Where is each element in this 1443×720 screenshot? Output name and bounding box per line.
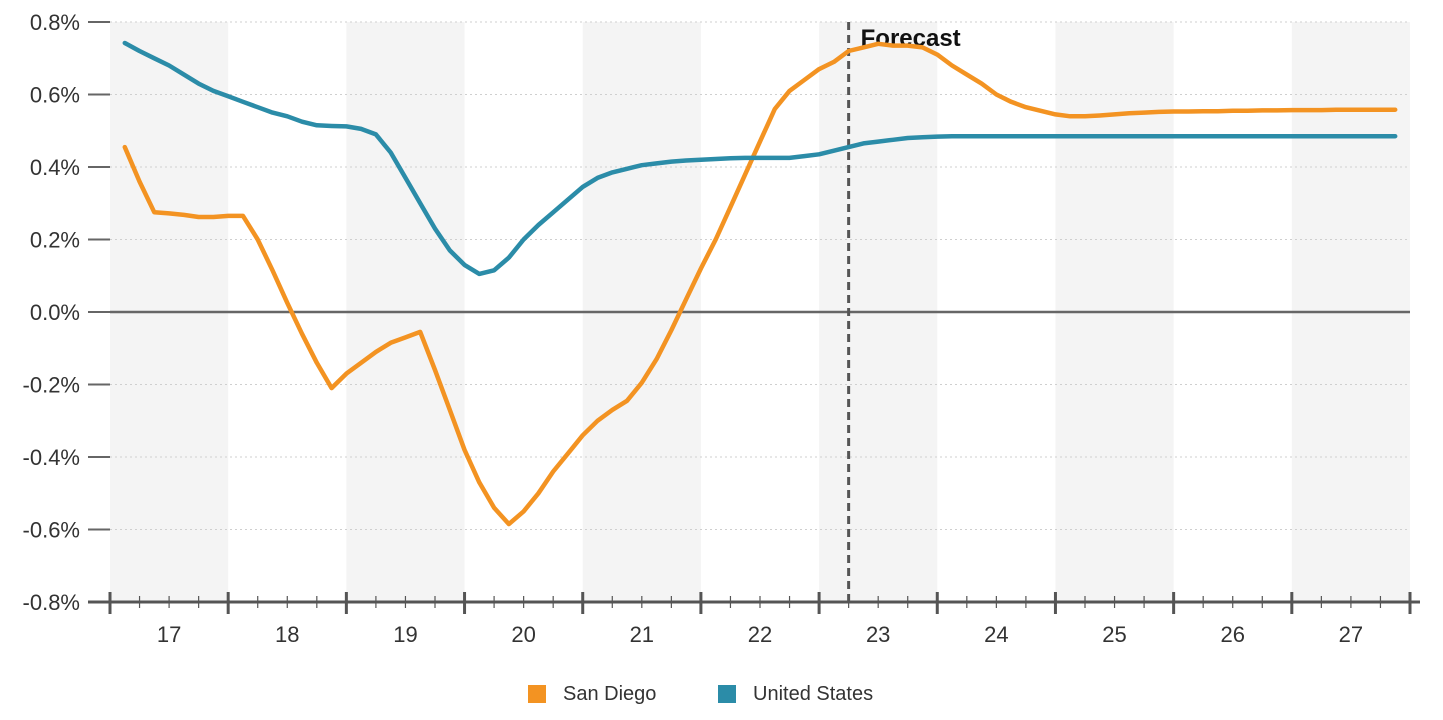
- y-axis: -0.8% -0.6% -0.4% -0.2% 0.0% 0.2% 0.4% 0.6% 0.8%: [23, 10, 110, 615]
- y-tick-label: -0.6%: [23, 518, 80, 543]
- series-lines: [122, 40, 1398, 527]
- legend: San Diego United States: [528, 683, 873, 705]
- x-tick-label: 26: [1220, 622, 1244, 647]
- y-tick-label: 0.2%: [30, 228, 80, 253]
- x-tick-label: 19: [393, 622, 417, 647]
- x-tick-label: 17: [157, 622, 181, 647]
- y-tick-label: -0.2%: [23, 373, 80, 398]
- gridlines: [110, 21, 1410, 530]
- y-tick-label: -0.8%: [23, 590, 80, 615]
- y-tick-label: 0.4%: [30, 155, 80, 180]
- x-tick-label: 21: [630, 622, 654, 647]
- forecast-group: Forecast: [847, 22, 961, 602]
- y-tick-label: -0.4%: [23, 445, 80, 470]
- series-line-united-states: [122, 40, 1398, 277]
- x-tick-label: 25: [1102, 622, 1126, 647]
- x-axis: 17 18 19 20 21 22 23 24 25 26 27: [88, 592, 1420, 647]
- y-tick-label: 0.8%: [30, 10, 80, 35]
- x-tick-label: 23: [866, 622, 890, 647]
- y-tick-label: 0.6%: [30, 83, 80, 108]
- legend-label: United States: [753, 683, 873, 705]
- legend-swatch: [718, 685, 736, 703]
- x-tick-label: 20: [511, 622, 535, 647]
- x-tick-label: 27: [1339, 622, 1363, 647]
- x-tick-label: 24: [984, 622, 1008, 647]
- legend-swatch: [528, 685, 546, 703]
- y-tick-label: 0.0%: [30, 300, 80, 325]
- x-tick-label: 18: [275, 622, 299, 647]
- legend-label: San Diego: [563, 683, 656, 705]
- x-tick-label: 22: [748, 622, 772, 647]
- series-line-san-diego: [122, 41, 1398, 527]
